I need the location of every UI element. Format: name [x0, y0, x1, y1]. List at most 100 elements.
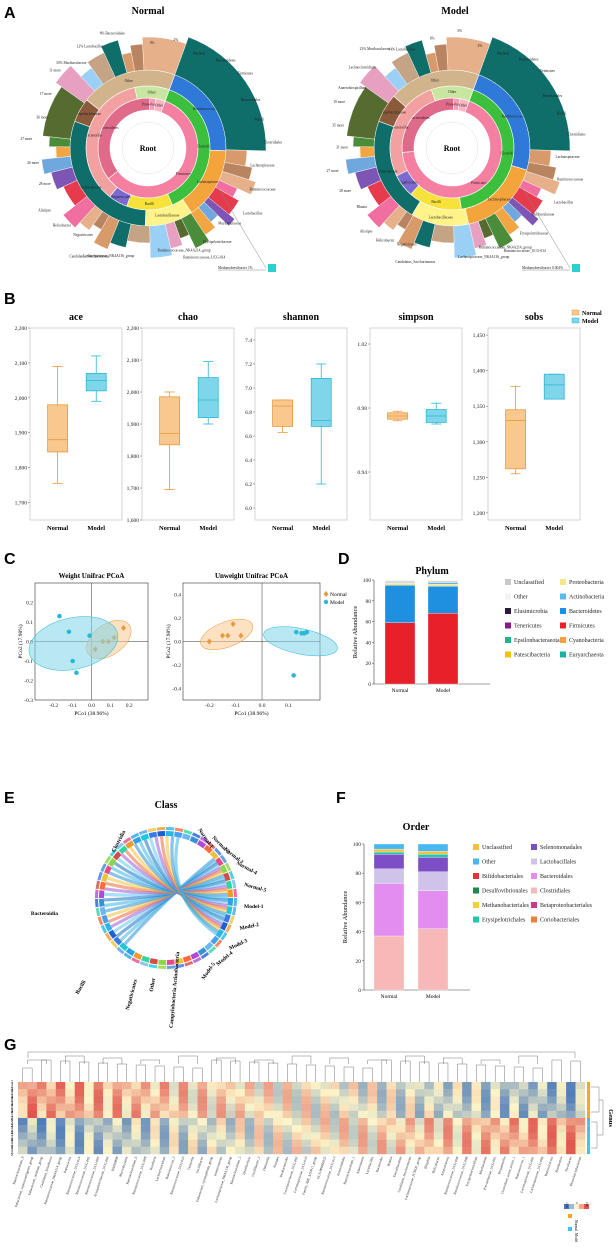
heatmap-cell: [150, 1089, 160, 1097]
heatmap-column-label: Parvibacter: [564, 1155, 573, 1172]
pcoa-weighted-title: Weight Unifrac PCoA: [59, 572, 125, 580]
sunburst-normal-label: Bacteria: [193, 51, 205, 55]
heatmap-cell: [216, 1118, 227, 1126]
chord-outer-segment: [104, 865, 112, 875]
boxplot-ace-ytick-label: 1,800: [15, 466, 28, 472]
heatmap-column-label: Ruminococcus_1: [514, 1156, 525, 1180]
order-legend-swatch: [473, 902, 479, 908]
sunburst-normal-class-label: Bacteroidia: [85, 134, 102, 138]
pcoa-unweighted-model-point: [293, 629, 299, 635]
heatmap-cell: [547, 1103, 557, 1111]
heatmap-cell: [424, 1132, 434, 1140]
order-clostridiales-segment: [373, 935, 405, 991]
heatmap-cell: [301, 1118, 312, 1126]
heatmap-column-label: Blautia: [386, 1156, 393, 1167]
heatmap-cell: [575, 1082, 586, 1090]
heatmap-cell: [74, 1132, 85, 1140]
heatmap-cell: [556, 1110, 567, 1119]
heatmap-legend-swatch: [568, 1227, 572, 1231]
chord-outer-segment: [226, 906, 233, 915]
heatmap-cell: [471, 1146, 482, 1155]
heatmap-column-label: GCA-900066225: [316, 1156, 327, 1180]
boxplot-simpson-ytick-label: 1.02: [357, 342, 367, 348]
heatmap-cell: [292, 1096, 302, 1104]
order-ytick-label: 40: [356, 930, 362, 936]
heatmap-row-label: Model-4: [10, 1137, 14, 1148]
heatmap-colorbar-step: [584, 1204, 589, 1209]
heatmap-cell: [140, 1118, 151, 1126]
phylum-legend-swatch: [505, 579, 511, 585]
boxplot-simpson-title: simpson: [398, 312, 433, 323]
chord-track-segment: [104, 855, 112, 864]
chord-outer-segment: [132, 836, 142, 845]
heatmap-cell: [320, 1139, 331, 1147]
heatmap-cell: [518, 1139, 529, 1147]
heatmap-cell: [556, 1132, 567, 1140]
heatmap-cell: [36, 1146, 47, 1155]
heatmap-cell: [103, 1146, 113, 1155]
heatmap-cell: [244, 1089, 255, 1097]
heatmap-cell: [566, 1146, 576, 1155]
heatmap-cell: [121, 1118, 132, 1126]
phylum-bacteroidetes-segment: [384, 585, 416, 623]
heatmap-cell: [207, 1125, 217, 1133]
heatmap-cell: [490, 1139, 501, 1147]
heatmap-group-bar: [587, 1146, 590, 1154]
heatmap-cell: [471, 1139, 482, 1147]
pcoa-unweighted-model-point: [304, 629, 310, 635]
heatmap-cell: [36, 1139, 47, 1147]
heatmap-cell: [566, 1132, 576, 1140]
heatmap-top-dendrogram: [457, 1063, 468, 1082]
order-bacteroidales-segment: [373, 883, 405, 937]
chord-outer-segment: [220, 921, 228, 931]
heatmap-cell: [329, 1096, 340, 1104]
heatmap-top-dendrogram: [79, 1061, 90, 1082]
phylum-unclassified-segment: [427, 580, 459, 583]
heatmap-cell: [556, 1089, 567, 1097]
sunburst-model-label: Anaerobiospirillum: [338, 86, 366, 90]
heatmap-cell: [103, 1118, 113, 1126]
heatmap-cell: [36, 1110, 47, 1119]
heatmap-cell: [405, 1103, 416, 1111]
heatmap-cell: [84, 1089, 94, 1097]
heatmap-cell: [414, 1096, 425, 1104]
heatmap-top-dendrogram: [367, 1059, 387, 1064]
heatmap-cell: [27, 1139, 38, 1147]
heatmap-colorbar-step: [574, 1204, 579, 1209]
heatmap-cell: [65, 1146, 75, 1155]
heatmap-cell: [84, 1118, 94, 1126]
heatmap-cell: [197, 1146, 208, 1155]
sunburst-model-label: Bacteroidales: [543, 94, 563, 98]
chord-outer-segment: [99, 906, 107, 916]
heatmap-top-dendrogram: [495, 1065, 505, 1082]
sunburst-model-genus-wedge: [446, 36, 491, 75]
sunburst-model-label: Lactobacillus: [554, 201, 574, 205]
sunburst-normal-label: Helicobacter: [53, 224, 72, 228]
sunburst-model-label: 14% Lactobacillus: [388, 48, 415, 52]
chord-outer-segment: [101, 914, 109, 924]
sunburst-normal-genus-wedge: [55, 146, 71, 159]
heatmap-cell: [329, 1125, 340, 1133]
heatmap-cell: [443, 1146, 453, 1155]
heatmap-cell: [358, 1103, 368, 1111]
boxplot-ace-ytick-label: 1,700: [15, 501, 28, 507]
pcoa-unweighted-ytick-label: 0.4: [174, 593, 181, 599]
heatmap-cell: [150, 1082, 160, 1090]
heatmap-cell: [367, 1089, 378, 1097]
chord-track-segment: [192, 832, 201, 839]
chord-outer-segment: [223, 914, 231, 923]
heatmap-cell: [358, 1089, 368, 1097]
heatmap-cell: [348, 1132, 359, 1140]
heatmap-cell: [367, 1139, 378, 1147]
heatmap-cell: [320, 1146, 331, 1155]
heatmap-cell: [84, 1146, 94, 1155]
heatmap-cell: [74, 1082, 85, 1090]
heatmap-cell: [273, 1089, 283, 1097]
chord-track-segment: [233, 898, 237, 907]
heatmap-cell: [159, 1110, 170, 1119]
heatmap-cell: [537, 1132, 548, 1140]
heatmap-cell: [377, 1146, 387, 1155]
heatmap-row-dendrogram: [591, 1086, 600, 1113]
heatmap-cell: [443, 1096, 453, 1104]
panel-letter-c: C: [4, 551, 16, 568]
